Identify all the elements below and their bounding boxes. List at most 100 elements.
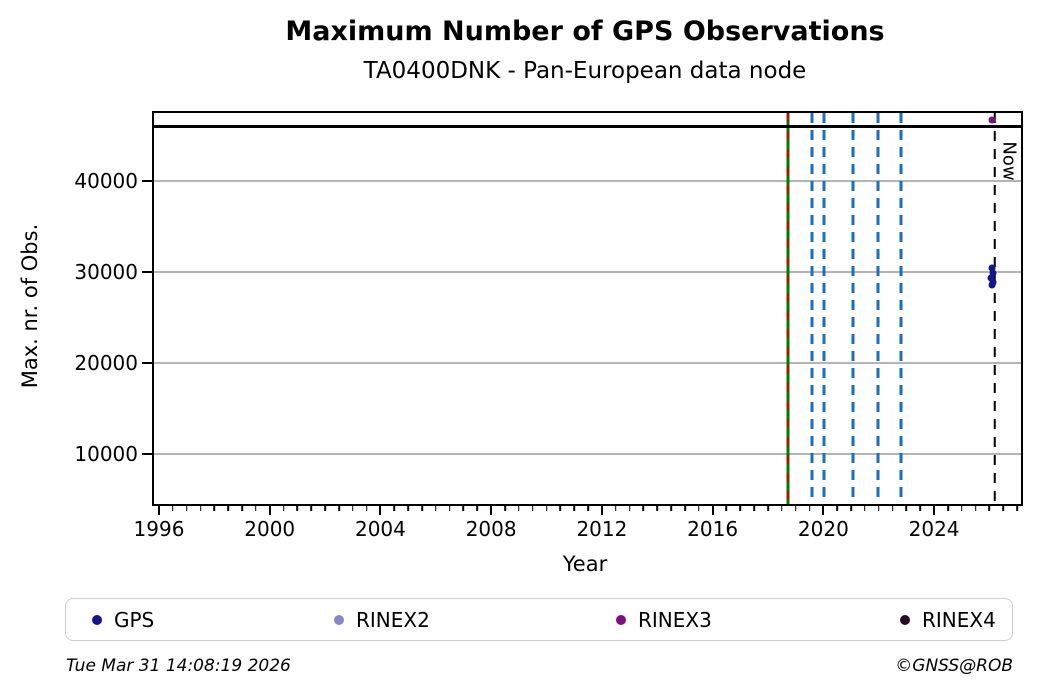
x-minor-tick-mark — [836, 506, 838, 511]
y-gridline — [154, 271, 1021, 273]
x-tick-label: 2016 — [687, 517, 739, 541]
x-minor-tick-mark — [282, 506, 285, 511]
x-minor-tick-mark — [891, 506, 894, 511]
x-tick-mark — [822, 506, 825, 515]
chart-title: Maximum Number of GPS Observations — [285, 16, 885, 47]
gps-data-point — [988, 264, 996, 272]
chart-subtitle: TA0400DNK - Pan-European data node — [363, 58, 807, 84]
x-minor-tick-mark — [365, 506, 368, 511]
x-minor-tick-mark — [850, 506, 852, 511]
now-line — [993, 113, 997, 504]
x-minor-tick-mark — [808, 506, 811, 511]
y-tick-label: 10000 — [74, 441, 138, 466]
x-minor-tick-mark — [573, 506, 575, 511]
event-line-red-dashed — [786, 113, 790, 504]
legend-item-rinex2: RINEX2 — [334, 608, 430, 632]
event-line-blue-3 — [851, 113, 855, 504]
gps-data-point — [987, 274, 995, 282]
x-minor-tick-mark — [947, 506, 949, 511]
rinex3-data-point — [988, 116, 996, 124]
y-axis-label: Max. nr. of Obs. — [18, 223, 42, 389]
x-minor-tick-mark — [1016, 506, 1018, 511]
x-minor-tick-mark — [172, 506, 174, 511]
x-minor-tick-mark — [684, 506, 686, 511]
y-tick-label: 40000 — [74, 169, 138, 194]
x-minor-tick-mark — [448, 506, 451, 511]
x-minor-tick-mark — [296, 506, 299, 511]
x-tick-mark — [379, 506, 382, 515]
x-minor-tick-mark — [241, 506, 243, 511]
x-minor-tick-mark — [656, 506, 659, 511]
x-tick-mark — [157, 506, 160, 515]
y-tick-mark — [142, 452, 152, 455]
gps-data-point — [988, 281, 996, 289]
x-minor-tick-mark — [351, 506, 354, 511]
x-minor-tick-mark — [531, 506, 534, 511]
y-tick-mark — [142, 180, 152, 183]
x-tick-label: 1996 — [133, 517, 185, 541]
x-minor-tick-mark — [877, 506, 880, 511]
legend: GPS RINEX2 RINEX3 RINEX4 — [65, 598, 1013, 641]
rinex4-marker-icon — [900, 614, 910, 625]
y-gridline — [154, 362, 1021, 364]
x-minor-tick-mark — [310, 506, 313, 511]
x-minor-tick-mark — [462, 506, 465, 511]
x-minor-tick-mark — [725, 506, 728, 511]
x-tick-mark — [490, 506, 493, 515]
gps-data-point — [989, 269, 997, 277]
copyright-text: ©GNSS@ROB — [895, 656, 1013, 676]
x-minor-tick-mark — [435, 506, 437, 511]
event-line-blue-4 — [876, 113, 880, 504]
x-minor-tick-mark — [587, 506, 589, 511]
x-minor-tick-mark — [255, 506, 257, 511]
x-minor-tick-mark — [213, 506, 216, 511]
legend-label: RINEX2 — [356, 607, 430, 632]
x-tick-label: 2000 — [244, 517, 296, 541]
legend-item-rinex3: RINEX3 — [616, 608, 712, 632]
rinex3-marker-icon — [616, 614, 626, 625]
x-tick-mark — [600, 506, 603, 515]
y-tick-label: 30000 — [74, 260, 138, 285]
x-minor-tick-mark — [545, 506, 548, 511]
x-tick-label: 2004 — [354, 517, 406, 541]
x-minor-tick-mark — [642, 506, 645, 511]
x-tick-label: 2020 — [797, 517, 849, 541]
y-gridline — [154, 453, 1021, 455]
x-tick-mark — [268, 506, 271, 515]
x-tick-label: 2024 — [908, 517, 960, 541]
x-minor-tick-mark — [628, 506, 631, 511]
y-tick-mark — [142, 271, 152, 274]
rinex2-marker-icon — [334, 614, 344, 625]
max-observations-line — [154, 125, 1021, 128]
x-minor-tick-mark — [614, 506, 617, 511]
x-minor-tick-mark — [767, 506, 769, 511]
x-minor-tick-mark — [559, 506, 562, 511]
x-minor-tick-mark — [338, 506, 340, 511]
now-line-label: Now — [998, 141, 1020, 181]
x-minor-tick-mark — [753, 506, 755, 511]
x-minor-tick-mark — [974, 506, 977, 511]
x-minor-tick-mark — [919, 506, 922, 511]
x-minor-tick-mark — [794, 506, 797, 511]
x-axis-label: Year — [562, 552, 608, 576]
x-minor-tick-mark — [227, 506, 229, 511]
x-minor-tick-mark — [324, 506, 326, 511]
x-tick-mark — [933, 506, 936, 515]
x-minor-tick-mark — [864, 506, 866, 511]
x-minor-tick-mark — [393, 506, 396, 511]
plot-area: 10000 20000 30000 40000 1996 2000 2004 2008 2012… — [74, 111, 1023, 541]
x-tick-mark — [711, 506, 714, 515]
x-minor-tick-mark — [421, 506, 423, 511]
y-tick-label: 20000 — [74, 351, 138, 376]
legend-item-gps: GPS — [92, 608, 154, 632]
legend-item-rinex4: RINEX4 — [900, 608, 996, 632]
event-line-blue-5 — [899, 113, 903, 504]
x-minor-tick-mark — [199, 506, 202, 511]
y-gridline — [154, 180, 1021, 182]
timestamp-text: Tue Mar 31 14:08:19 2026 — [66, 656, 291, 676]
x-minor-tick-mark — [739, 506, 742, 511]
x-tick-label: 2012 — [576, 517, 628, 541]
x-minor-tick-mark — [518, 506, 520, 511]
x-tick-label: 2008 — [465, 517, 517, 541]
